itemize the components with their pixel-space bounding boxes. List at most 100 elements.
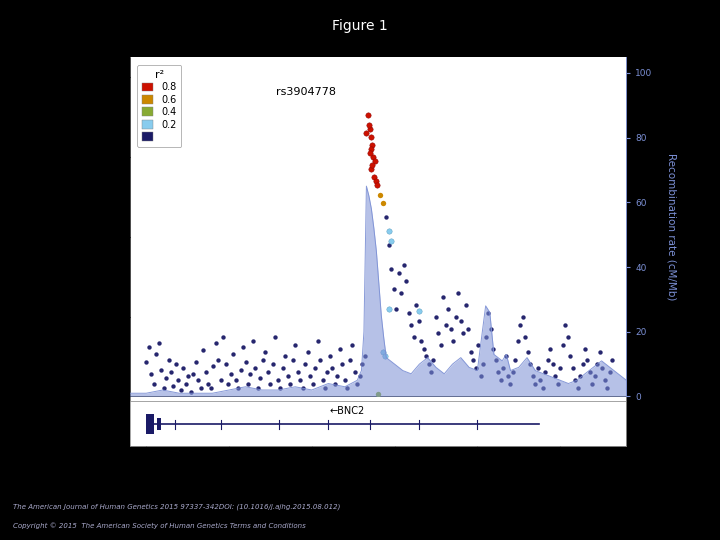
X-axis label: Position on chromosome 9 (Mb): Position on chromosome 9 (Mb): [266, 471, 490, 484]
Point: [443, 304, 454, 313]
Point: [349, 368, 361, 377]
Point: [554, 364, 566, 373]
Point: [606, 356, 618, 365]
Point: [453, 288, 464, 297]
Point: [597, 364, 608, 373]
Point: [262, 368, 274, 377]
Point: [260, 348, 271, 357]
Point: [408, 332, 419, 341]
Point: [322, 368, 333, 377]
Text: The American Journal of Human Genetics 2015 97337-342DOI: (10.1016/j.ajhg.2015.0: The American Journal of Human Genetics 2…: [13, 504, 341, 510]
Point: [370, 176, 382, 185]
Point: [168, 382, 179, 391]
Point: [282, 372, 294, 381]
Point: [332, 372, 343, 381]
Point: [379, 352, 391, 361]
Point: [544, 344, 556, 353]
Point: [287, 356, 299, 365]
Point: [485, 324, 496, 333]
Point: [418, 344, 429, 353]
Point: [492, 368, 504, 377]
Point: [324, 352, 336, 361]
Point: [400, 276, 412, 285]
Point: [145, 370, 157, 379]
Point: [305, 372, 316, 381]
Point: [579, 344, 590, 353]
Point: [230, 376, 241, 385]
Point: [435, 340, 446, 349]
Point: [517, 312, 528, 321]
Point: [507, 368, 518, 377]
Point: [385, 264, 397, 273]
Point: [530, 380, 541, 389]
Point: [292, 368, 303, 377]
Point: [385, 237, 397, 245]
Point: [552, 380, 564, 389]
Point: [252, 384, 264, 393]
Point: [173, 376, 184, 385]
Point: [559, 320, 571, 329]
Bar: [157, 418, 161, 430]
Point: [366, 164, 377, 173]
Point: [589, 372, 600, 381]
Point: [197, 346, 209, 355]
Text: ←BNC2: ←BNC2: [329, 406, 364, 416]
Point: [368, 172, 379, 181]
Point: [365, 144, 377, 153]
Point: [570, 376, 581, 385]
Point: [372, 390, 384, 399]
Point: [487, 344, 499, 353]
Point: [577, 360, 588, 369]
Point: [267, 360, 279, 369]
Point: [279, 352, 291, 361]
Point: [255, 374, 266, 383]
Point: [420, 352, 432, 361]
Point: [250, 364, 261, 373]
Point: [143, 342, 154, 351]
Point: [599, 376, 611, 385]
Point: [354, 372, 366, 381]
Point: [310, 364, 321, 373]
Point: [150, 350, 162, 359]
Point: [183, 372, 194, 381]
Point: [470, 364, 482, 373]
Point: [549, 372, 561, 381]
Point: [405, 320, 417, 329]
Point: [300, 360, 311, 369]
Point: [520, 332, 531, 341]
Point: [362, 110, 374, 119]
Point: [346, 340, 358, 349]
Point: [383, 226, 395, 235]
Point: [428, 356, 439, 365]
Point: [584, 368, 595, 377]
Point: [361, 129, 372, 137]
Point: [269, 332, 281, 341]
Point: [465, 348, 477, 357]
Point: [414, 306, 426, 315]
Point: [240, 358, 251, 367]
Point: [445, 324, 456, 333]
Point: [153, 338, 164, 347]
Point: [166, 368, 177, 377]
Y-axis label: -log₁₀P: -log₁₀P: [101, 208, 111, 245]
Point: [562, 332, 573, 341]
Point: [315, 356, 326, 365]
Point: [274, 384, 286, 393]
Point: [482, 308, 494, 317]
Point: [395, 288, 407, 297]
Point: [217, 332, 229, 341]
Point: [534, 376, 546, 385]
Point: [572, 384, 583, 393]
Point: [532, 364, 544, 373]
Point: [374, 190, 386, 199]
Point: [277, 364, 289, 373]
Point: [192, 376, 204, 385]
Point: [377, 348, 389, 357]
Point: [457, 328, 469, 337]
Point: [202, 380, 214, 389]
Point: [557, 340, 568, 349]
Point: [604, 368, 616, 377]
Point: [567, 364, 578, 373]
Point: [500, 352, 511, 361]
Point: [351, 380, 363, 389]
